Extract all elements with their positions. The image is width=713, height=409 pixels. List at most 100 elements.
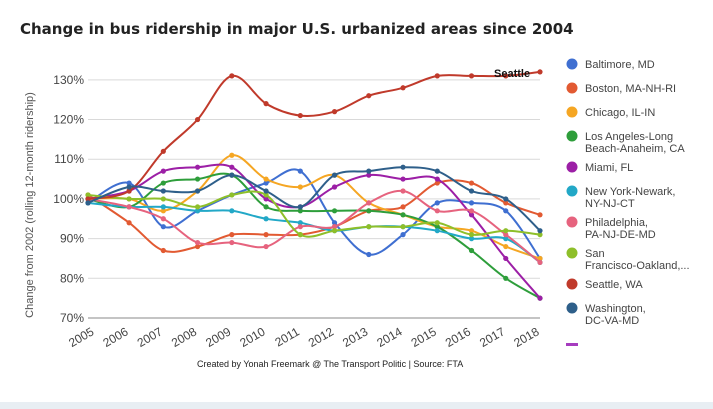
data-point <box>331 220 338 226</box>
data-point <box>160 148 166 154</box>
data-point <box>194 243 201 250</box>
data-point <box>194 188 201 194</box>
source-note: Created by Yonah Freemark @ The Transpor… <box>197 359 463 369</box>
data-point <box>468 73 475 79</box>
data-point <box>468 232 475 238</box>
data-point <box>366 200 372 206</box>
bottom-strip <box>0 402 713 409</box>
x-tick-label: 2012 <box>306 324 336 350</box>
data-point <box>263 216 269 222</box>
x-tick-label: 2008 <box>169 324 199 350</box>
data-point <box>126 196 132 202</box>
series-line <box>87 168 541 260</box>
data-point <box>194 204 201 210</box>
data-point <box>503 275 509 281</box>
chart-title: Change in bus ridership in major U.S. ur… <box>20 20 574 38</box>
data-point <box>126 204 132 210</box>
data-point <box>400 176 406 182</box>
data-point <box>229 192 235 198</box>
data-point <box>366 251 372 258</box>
data-point <box>537 295 543 301</box>
legend-label: Chicago, IL-IN <box>585 107 655 119</box>
data-point <box>160 224 166 230</box>
legend-label: New York-Newark, NY-NJ-CT <box>585 186 675 210</box>
data-point <box>229 239 235 246</box>
data-point <box>537 212 543 218</box>
legend-extra-marker <box>566 343 578 346</box>
data-point <box>434 73 440 79</box>
legend-marker <box>566 278 578 290</box>
data-point <box>400 188 406 194</box>
legend-marker <box>566 216 578 228</box>
legend: Baltimore, MD Boston, MA-NH-RI Chicago, IL… <box>566 58 690 346</box>
data-point <box>126 220 132 226</box>
data-point <box>85 200 91 206</box>
data-point <box>263 188 269 194</box>
data-point <box>331 208 338 214</box>
data-point <box>263 232 269 238</box>
data-point <box>468 200 475 206</box>
data-point <box>366 168 372 174</box>
y-tick-label: 120% <box>53 113 84 127</box>
series-line <box>87 154 541 260</box>
data-point <box>366 224 372 230</box>
data-point <box>468 236 475 242</box>
legend-label: Miami, FL <box>585 162 633 174</box>
data-point <box>434 200 440 206</box>
data-point <box>160 168 166 174</box>
data-point <box>468 247 475 254</box>
data-point <box>537 228 543 234</box>
data-point <box>468 212 475 218</box>
data-point <box>160 247 166 254</box>
data-point <box>297 204 303 210</box>
data-point <box>503 228 509 234</box>
data-point <box>503 73 509 79</box>
data-point <box>366 172 372 178</box>
data-point <box>537 259 543 266</box>
data-point <box>331 172 338 178</box>
data-point <box>503 255 509 262</box>
data-point <box>194 164 201 170</box>
y-tick-label: 70% <box>60 311 84 325</box>
legend-label: San Francisco-Oakland,... <box>585 248 690 272</box>
y-tick-label: 90% <box>60 232 84 246</box>
data-point <box>160 188 166 194</box>
data-point <box>297 232 303 238</box>
x-tick-label: 2005 <box>66 324 96 350</box>
x-tick-label: 2010 <box>237 324 267 350</box>
data-point <box>434 168 440 174</box>
data-point <box>331 109 338 115</box>
data-point <box>400 232 406 238</box>
legend-label: Baltimore, MD <box>585 59 655 71</box>
data-point <box>297 224 303 230</box>
data-point <box>194 239 201 246</box>
data-point <box>229 172 235 178</box>
x-tick-label: 2014 <box>374 324 404 350</box>
data-point <box>263 176 269 182</box>
data-point <box>229 208 235 214</box>
series-line <box>87 166 541 232</box>
data-point <box>366 93 372 99</box>
data-point <box>297 112 303 119</box>
data-point <box>434 180 440 186</box>
data-point <box>263 192 269 198</box>
data-point <box>503 243 509 250</box>
data-point <box>331 228 338 234</box>
legend-marker <box>566 185 578 197</box>
data-point <box>537 69 543 75</box>
data-point <box>537 255 543 262</box>
data-point <box>160 216 166 222</box>
data-point <box>400 212 406 218</box>
data-point <box>160 180 166 186</box>
data-point <box>434 228 440 234</box>
data-point <box>468 180 475 186</box>
series-line <box>87 189 541 264</box>
data-point <box>400 85 406 91</box>
data-point <box>503 232 509 238</box>
data-point <box>263 196 269 202</box>
data-point <box>263 180 269 186</box>
data-point <box>85 192 91 198</box>
legend-label: Los Angeles-Long Beach-Anaheim, CA <box>585 131 685 155</box>
series-line <box>87 179 541 253</box>
x-tick-label: 2015 <box>409 324 439 350</box>
